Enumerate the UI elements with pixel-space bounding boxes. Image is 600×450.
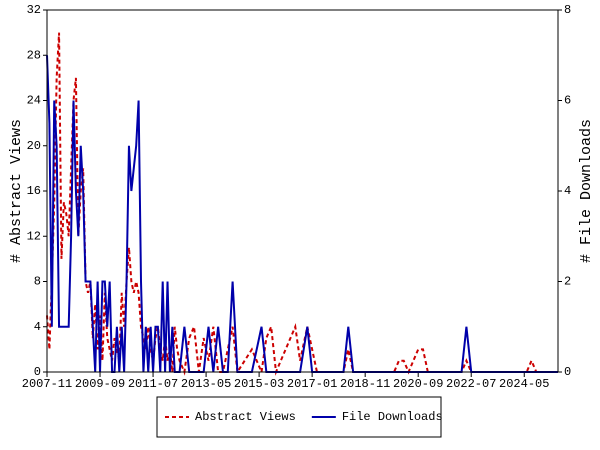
y-tick-label: 16: [27, 184, 41, 198]
x-tick-label: 2017-01: [287, 377, 337, 391]
y-tick-label: 12: [27, 229, 41, 243]
y2-tick-label: 0: [564, 365, 571, 379]
legend-label: Abstract Views: [195, 410, 296, 424]
x-tick-label: 2020-09: [393, 377, 443, 391]
y-tick-label: 28: [27, 48, 41, 62]
y2-tick-label: 6: [564, 94, 571, 108]
legend-label: File Downloads: [342, 410, 443, 424]
x-tick-label: 2015-03: [234, 377, 284, 391]
x-tick-label: 2018-11: [340, 377, 390, 391]
x-tick-label: 2022-07: [446, 377, 496, 391]
y2-tick-label: 2: [564, 275, 571, 289]
y-tick-label: 20: [27, 139, 41, 153]
plot-frame: [46, 9, 559, 373]
x-tick-label: 2024-05: [499, 377, 549, 391]
x-tick-label: 2011-07: [128, 377, 178, 391]
x-tick-label: 2013-05: [181, 377, 231, 391]
y-tick-label: 32: [27, 3, 41, 17]
y-tick-label: 24: [27, 94, 41, 108]
x-tick-label: 2007-11: [22, 377, 72, 391]
y2-tick-label: 8: [564, 3, 571, 17]
legend-box: [156, 396, 442, 438]
x-tick-label: 2009-09: [75, 377, 125, 391]
y2-axis-title: # File Downloads: [578, 119, 595, 263]
y-tick-label: 8: [34, 275, 41, 289]
series-line: [46, 55, 558, 373]
y-axis-title: # Abstract Views: [8, 119, 25, 263]
y-tick-label: 4: [34, 320, 41, 334]
y-tick-label: 0: [34, 365, 41, 379]
y2-tick-label: 4: [564, 184, 571, 198]
